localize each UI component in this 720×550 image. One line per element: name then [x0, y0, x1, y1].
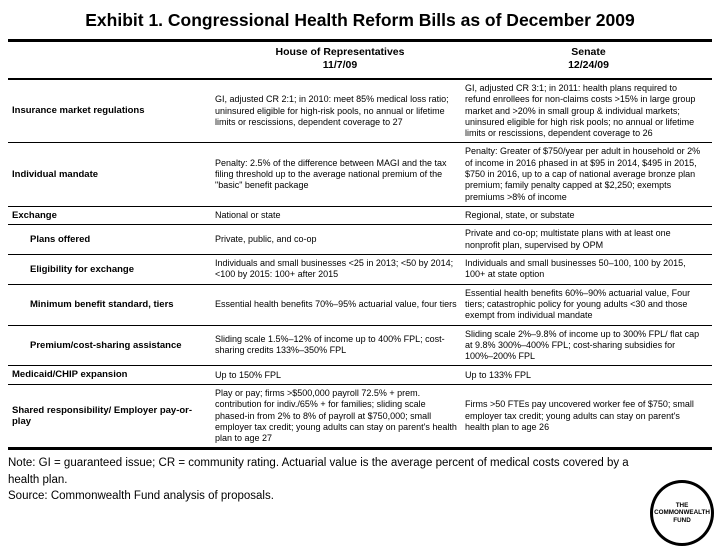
header-house: House of Representatives 11/7/09	[215, 39, 465, 80]
table-row: Minimum benefit standard, tiers Essential…	[8, 284, 712, 326]
table-header: House of Representatives 11/7/09 Senate …	[8, 39, 712, 80]
page-title: Exhibit 1. Congressional Health Reform B…	[85, 10, 635, 30]
house-cell: Play or pay; firms >$500,000 payroll 72.…	[215, 384, 465, 451]
header-house-label: House of Representatives	[275, 46, 405, 58]
senate-cell: Penalty: Greater of $750/year per adult …	[465, 142, 712, 207]
row-label: Medicaid/CHIP expansion	[8, 365, 215, 385]
house-cell: Sliding scale 1.5%–12% of income up to 4…	[215, 325, 465, 367]
table-row: Shared responsibility/ Employer pay-or-p…	[8, 384, 712, 451]
house-cell: National or state	[215, 206, 465, 226]
comparison-table: House of Representatives 11/7/09 Senate …	[8, 39, 712, 451]
senate-cell: Private and co-op; multistate plans with…	[465, 224, 712, 256]
header-row: House of Representatives 11/7/09 Senate …	[8, 39, 712, 80]
table-row: Insurance market regulations GI, adjusted…	[8, 79, 712, 144]
commonwealth-fund-logo: THE COMMONWEALTH FUND	[650, 480, 714, 546]
house-cell: Individuals and small businesses <25 in …	[215, 254, 465, 285]
senate-cell: Firms >50 FTEs pay uncovered worker fee …	[465, 384, 712, 451]
table-row: Individual mandate Penalty: 2.5% of the d…	[8, 142, 712, 207]
house-cell: GI, adjusted CR 2:1; in 2010: meet 85% m…	[215, 79, 465, 144]
senate-cell: Essential health benefits 60%–90% actuar…	[465, 284, 712, 326]
row-label: Shared responsibility/ Employer pay-or-p…	[8, 384, 215, 451]
senate-cell: Regional, state, or substate	[465, 206, 712, 226]
row-label: Insurance market regulations	[8, 79, 215, 144]
header-house-date: 11/7/09	[322, 59, 358, 71]
header-empty-cell	[8, 39, 215, 80]
house-cell: Up to 150% FPL	[215, 365, 465, 385]
table-row: Exchange National or state Regional, state…	[8, 206, 712, 226]
logo-line-2: COMMONWEALTH	[654, 509, 710, 517]
senate-cell: Up to 133% FPL	[465, 365, 712, 385]
table-row: Premium/cost-sharing assistance Sliding s…	[8, 325, 712, 367]
row-label: Individual mandate	[8, 142, 215, 207]
senate-cell: GI, adjusted CR 3:1; in 2011: health pla…	[465, 79, 712, 144]
house-cell: Penalty: 2.5% of the difference between …	[215, 142, 465, 207]
row-label: Minimum benefit standard, tiers	[8, 284, 215, 326]
header-senate: Senate 12/24/09	[465, 39, 712, 80]
table-row: Eligibility for exchange Individuals and …	[8, 254, 712, 285]
house-cell: Private, public, and co-op	[215, 224, 465, 256]
logo-line-1: THE	[675, 501, 689, 509]
header-senate-label: Senate	[571, 46, 606, 58]
senate-cell: Sliding scale 2%–9.8% of income up to 30…	[465, 325, 712, 367]
header-senate-date: 12/24/09	[568, 59, 609, 71]
footnote-block: Note: GI = guaranteed issue; CR = commun…	[8, 455, 712, 505]
row-label: Exchange	[8, 206, 215, 226]
senate-cell: Individuals and small businesses 50–100,…	[465, 254, 712, 285]
row-label: Plans offered	[8, 224, 215, 256]
footnote-note: Note: GI = guaranteed issue; CR = commun…	[8, 457, 629, 486]
logo-line-3: FUND	[673, 516, 691, 524]
table-row: Medicaid/CHIP expansion Up to 150% FPL Up …	[8, 365, 712, 385]
row-label: Eligibility for exchange	[8, 254, 215, 285]
table-body: Insurance market regulations GI, adjusted…	[8, 79, 712, 451]
table-row: Plans offered Private, public, and co-op P…	[8, 224, 712, 256]
row-label: Premium/cost-sharing assistance	[8, 325, 215, 367]
house-cell: Essential health benefits 70%–95% actuar…	[215, 284, 465, 326]
footnote-source: Source: Commonwealth Fund analysis of pr…	[8, 490, 274, 503]
